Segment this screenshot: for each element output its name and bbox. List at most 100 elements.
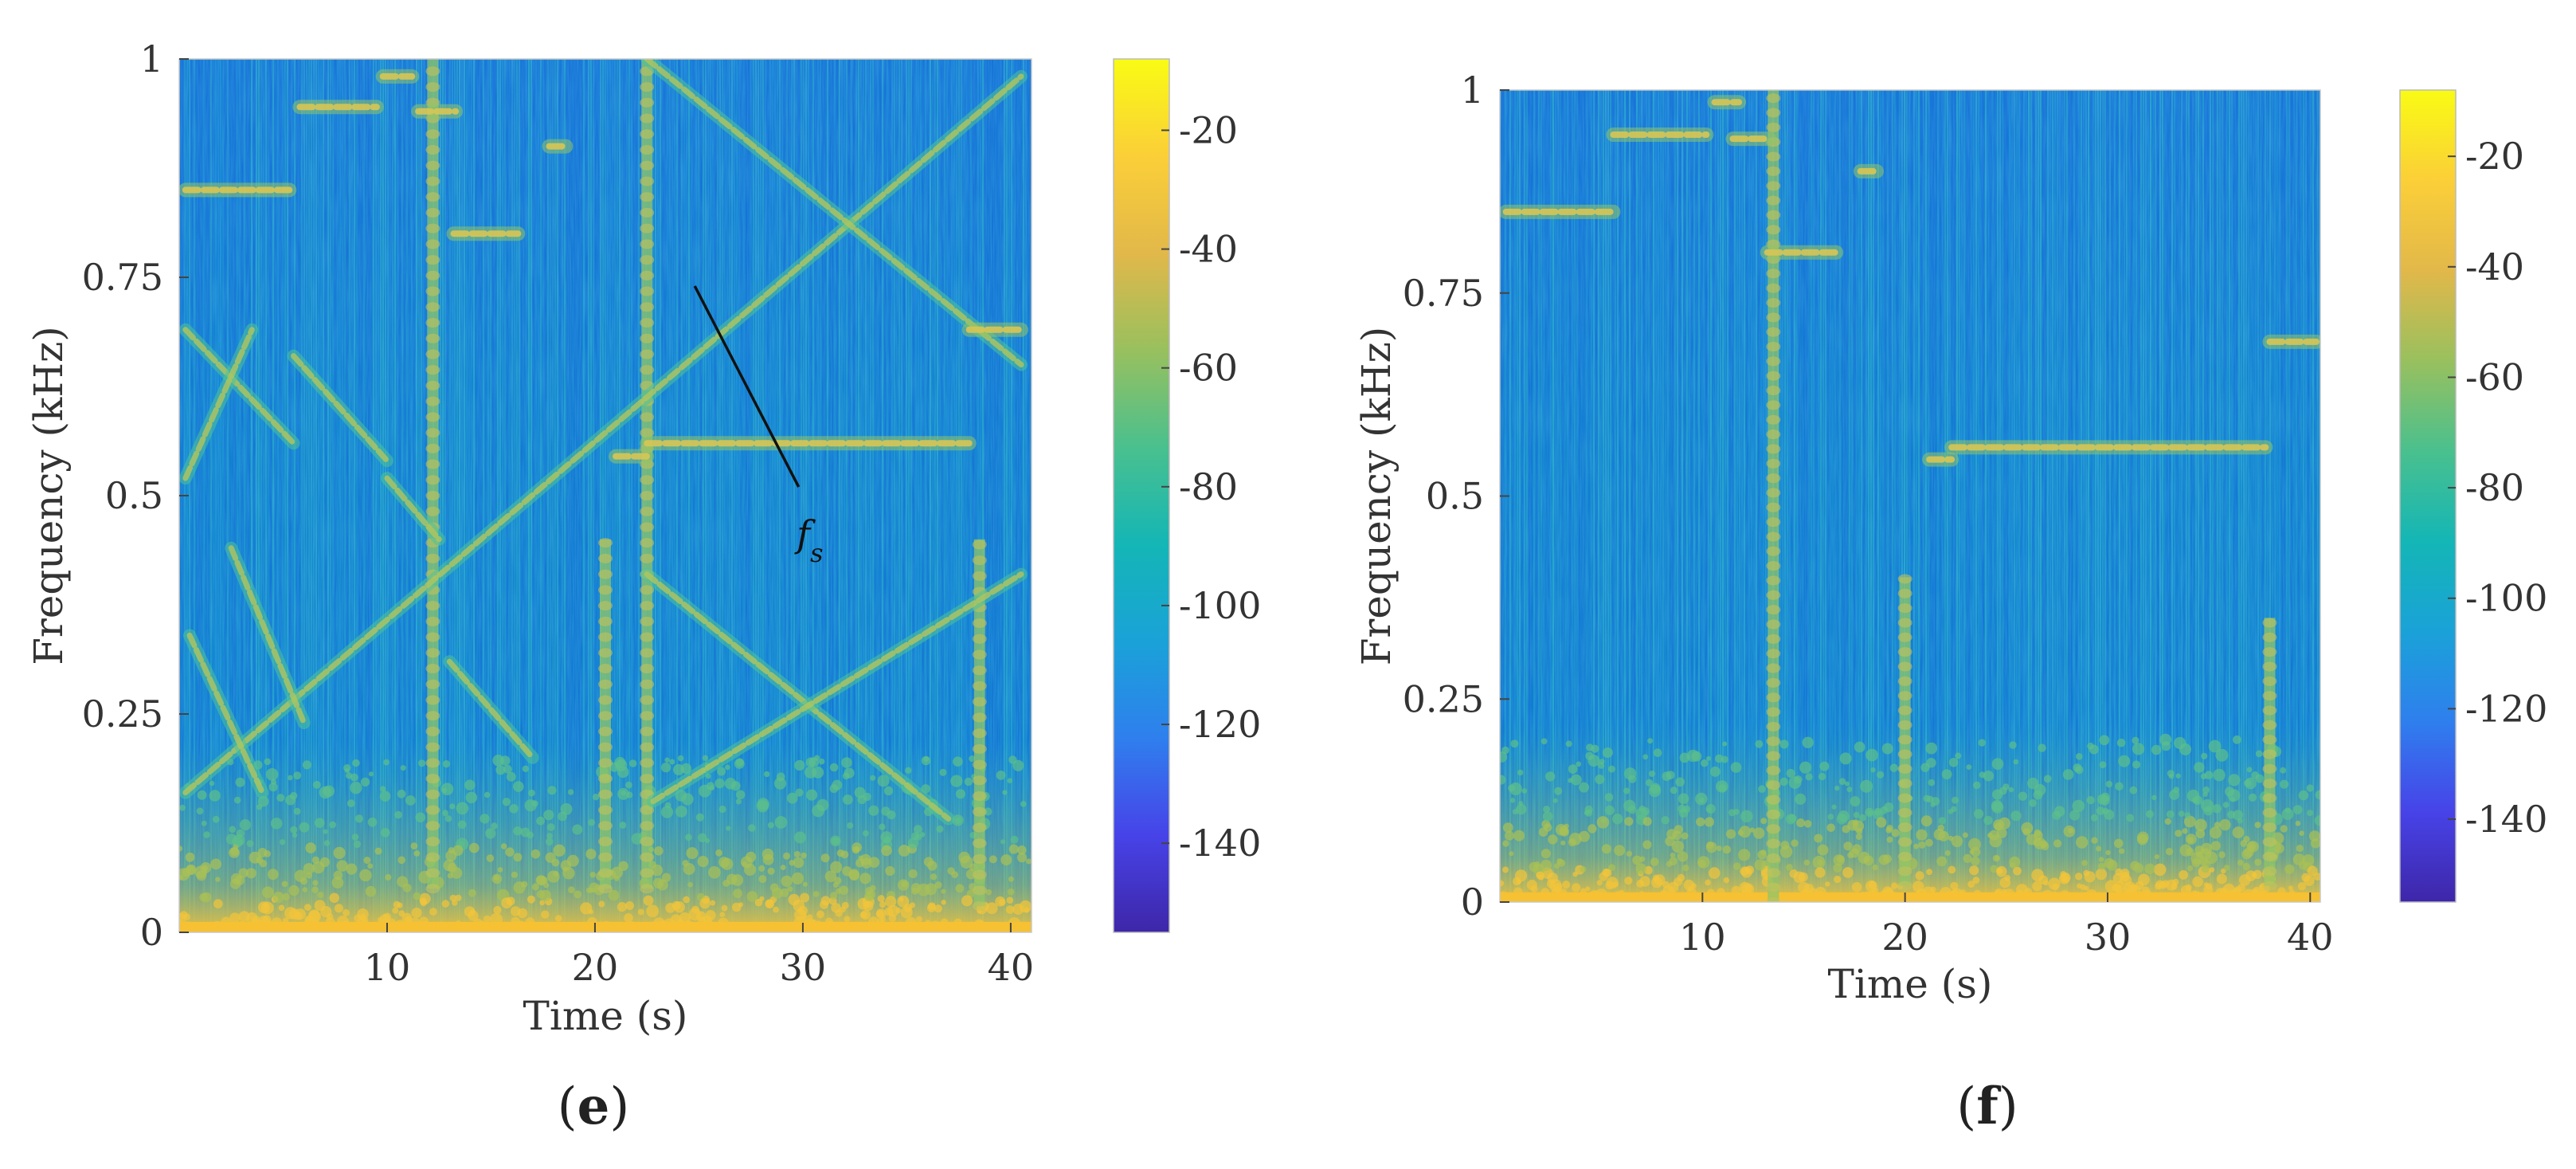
y-tick-label: 0 xyxy=(140,911,163,954)
bead xyxy=(640,270,655,280)
dc-line xyxy=(179,921,1032,932)
speckle xyxy=(767,822,774,829)
bead xyxy=(640,538,655,548)
colorbar-tick-label: -120 xyxy=(1179,703,1261,746)
bead xyxy=(1766,386,1781,396)
speckle xyxy=(1542,811,1553,822)
speckle xyxy=(234,875,245,885)
y-tick-label: 0.5 xyxy=(105,474,163,517)
bead xyxy=(1766,166,1781,176)
speckle xyxy=(2129,786,2138,794)
colorbar-tick-label: -20 xyxy=(2465,135,2524,178)
speckle xyxy=(1604,793,1614,802)
speckle xyxy=(801,852,807,859)
speckle xyxy=(1560,840,1566,845)
speckle xyxy=(2098,857,2104,862)
speckle xyxy=(588,818,595,826)
bead xyxy=(640,837,655,847)
bead xyxy=(425,459,440,469)
speckle xyxy=(465,791,478,804)
speckle xyxy=(2013,759,2019,765)
speckle xyxy=(1562,881,1571,889)
speckle xyxy=(450,867,463,879)
bead xyxy=(1766,765,1781,775)
bead xyxy=(425,506,440,516)
falling-left-5 xyxy=(228,545,307,726)
speckle xyxy=(215,877,221,882)
speckle xyxy=(1716,845,1722,852)
bead xyxy=(972,728,987,739)
colorbar-tick-label: -120 xyxy=(2465,687,2547,730)
speckle xyxy=(229,912,241,924)
bead xyxy=(425,396,440,406)
colorbar-tick-label: -60 xyxy=(1179,347,1238,390)
speckle xyxy=(624,913,633,923)
speckle xyxy=(820,853,830,863)
speckle xyxy=(521,881,528,888)
speckle xyxy=(2194,762,2205,773)
bead xyxy=(2262,881,2277,891)
bead xyxy=(598,711,613,721)
speckle xyxy=(614,876,620,881)
speckle xyxy=(859,873,871,885)
speckle xyxy=(2280,825,2288,833)
speckle xyxy=(246,840,254,847)
speckle xyxy=(213,899,223,908)
speckle xyxy=(513,781,524,792)
bead xyxy=(1766,590,1781,600)
speckle xyxy=(267,869,279,881)
speckle xyxy=(1681,832,1689,840)
bead xyxy=(425,553,440,563)
speckle xyxy=(1991,799,2003,812)
speckle xyxy=(881,806,891,816)
speckle xyxy=(293,807,301,815)
falling-left-3 xyxy=(384,475,442,543)
bead xyxy=(640,758,655,768)
bead xyxy=(1766,897,1781,902)
speckle xyxy=(209,790,221,802)
bead xyxy=(598,632,613,642)
bead xyxy=(425,176,440,186)
colorbar-tick-label: -140 xyxy=(1179,822,1261,865)
annotation-subscript: s xyxy=(810,538,823,568)
speckle xyxy=(1642,754,1649,760)
speckle xyxy=(999,898,1006,906)
speckle xyxy=(360,777,370,787)
speckle xyxy=(2209,867,2215,873)
bead xyxy=(1766,546,1781,556)
speckle xyxy=(2233,735,2241,744)
speckle xyxy=(1796,818,1806,828)
speckle xyxy=(2120,874,2132,887)
bead xyxy=(1766,342,1781,352)
speckle xyxy=(268,783,278,792)
speckle xyxy=(2251,771,2260,779)
speckle xyxy=(1760,849,1767,856)
bead xyxy=(598,569,613,579)
bead xyxy=(972,869,987,880)
speckle xyxy=(619,822,627,829)
speckle xyxy=(780,865,786,870)
speckle xyxy=(2280,779,2289,789)
speckle xyxy=(654,846,664,856)
y-axis-label: Frequency (kHz) xyxy=(25,326,72,665)
speckle xyxy=(884,907,894,916)
speckle xyxy=(2106,860,2118,871)
speckle xyxy=(927,861,938,871)
speckle xyxy=(1641,807,1650,816)
speckle xyxy=(1502,822,1513,833)
speckle xyxy=(1642,817,1652,826)
speckle xyxy=(1670,787,1678,794)
speckle xyxy=(1962,832,1968,838)
speckle xyxy=(859,853,871,865)
speckle xyxy=(1509,798,1516,803)
speckle xyxy=(1653,748,1662,757)
speckle xyxy=(910,883,922,893)
bead xyxy=(640,207,655,218)
speckle xyxy=(794,831,806,844)
speckle xyxy=(1513,830,1525,841)
speckle xyxy=(1988,830,1999,841)
speckle xyxy=(317,892,324,899)
speckle xyxy=(1019,900,1032,913)
speckle xyxy=(1601,844,1611,854)
bead xyxy=(425,428,440,438)
